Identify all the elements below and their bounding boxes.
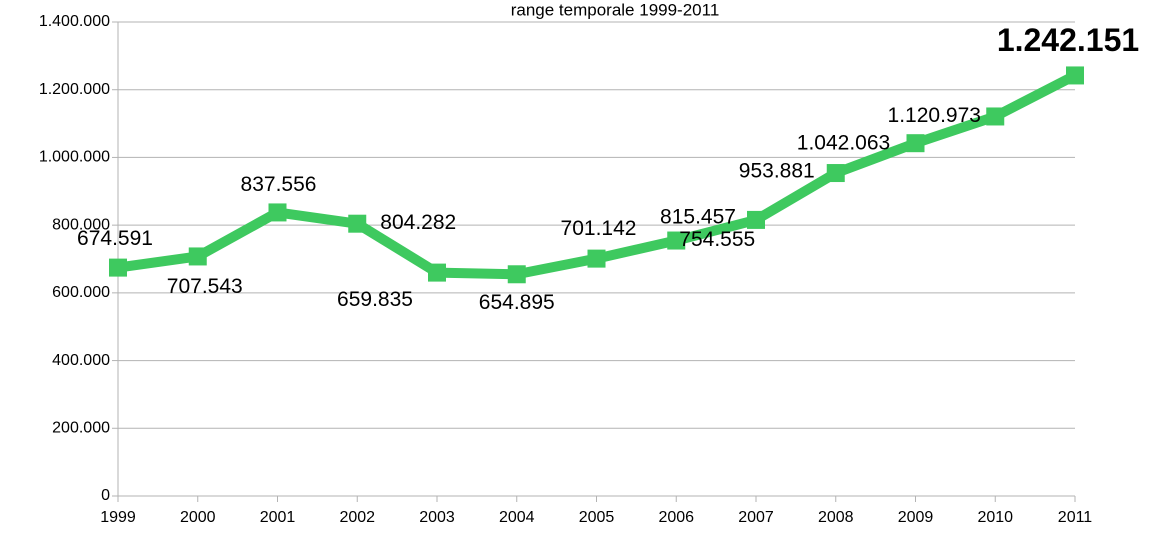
x-tick-label: 2008 (818, 509, 854, 526)
data-point (428, 263, 446, 282)
data-point (348, 214, 367, 233)
data-point (1066, 66, 1084, 85)
data-point (507, 265, 526, 284)
data-label: 1.042.063 (797, 132, 890, 155)
data-label: 754.555 (679, 228, 755, 251)
y-tick-label: 1.400.000 (39, 13, 110, 30)
y-tick-label: 1.000.000 (39, 149, 110, 166)
data-point (109, 258, 127, 277)
data-label: 1.242.151 (997, 22, 1139, 58)
x-tick-label: 2007 (738, 509, 774, 526)
chart-title: range temporale 1999-2011 (511, 0, 720, 19)
data-label: 659.835 (337, 288, 413, 311)
data-label: 953.881 (739, 160, 815, 183)
x-tick-label: 2004 (499, 509, 535, 526)
x-tick-label: 2003 (419, 509, 455, 526)
data-label: 707.543 (167, 275, 243, 298)
x-tick-label: 2011 (1058, 509, 1093, 526)
data-label: 1.120.973 (888, 104, 981, 127)
x-tick-label: 2000 (180, 509, 216, 526)
x-tick-label: 2006 (658, 509, 694, 526)
data-point (188, 247, 207, 266)
data-point (747, 210, 765, 229)
data-point (906, 134, 925, 153)
data-label: 701.142 (561, 217, 637, 240)
y-tick-label: 1.200.000 (39, 81, 110, 98)
y-tick-label: 200.000 (52, 420, 110, 437)
y-tick-label: 600.000 (52, 284, 110, 301)
y-tick-label: 400.000 (52, 352, 110, 369)
x-tick-label: 2009 (898, 509, 934, 526)
data-point (667, 231, 686, 250)
data-point (268, 203, 287, 222)
y-tick-label: 0 (101, 487, 110, 504)
data-point (986, 107, 1005, 126)
x-tick-label: 1999 (100, 509, 136, 526)
x-tick-label: 2002 (339, 509, 375, 526)
data-label: 654.895 (479, 291, 555, 314)
x-tick-label: 2005 (579, 509, 615, 526)
data-point (826, 164, 845, 183)
data-label: 674.591 (77, 227, 153, 250)
x-tick-label: 2001 (260, 509, 296, 526)
data-label: 804.282 (380, 211, 456, 234)
data-label: 815.457 (660, 205, 736, 228)
x-tick-label: 2010 (977, 509, 1013, 526)
data-point (587, 249, 606, 268)
data-label: 837.556 (241, 173, 317, 196)
y-tick-label: 800.000 (52, 216, 110, 233)
